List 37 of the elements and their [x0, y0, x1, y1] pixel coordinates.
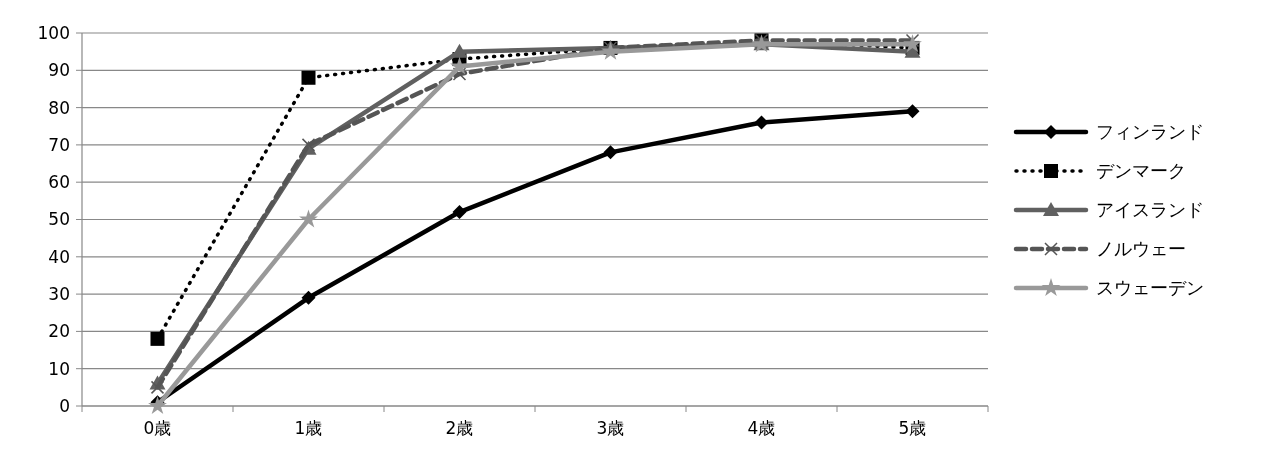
point — [603, 145, 618, 160]
y-tick-label: 70 — [48, 134, 70, 155]
legend-label: スウェーデン — [1096, 277, 1204, 299]
point — [450, 56, 469, 75]
y-tick-label: 50 — [48, 209, 70, 230]
y-tick-label: 20 — [48, 321, 70, 342]
legend-label: ノルウェー — [1096, 238, 1186, 260]
point — [601, 41, 620, 60]
point — [150, 380, 165, 395]
point — [452, 67, 467, 81]
point — [905, 33, 920, 48]
y-tick-label: 40 — [48, 246, 70, 267]
legend-label: アイスランド — [1096, 199, 1204, 221]
y-tick-label: 100 — [37, 22, 70, 43]
point — [301, 290, 316, 305]
point — [299, 209, 318, 228]
legend-label: フィンランド — [1096, 121, 1204, 143]
point — [903, 34, 922, 53]
y-tick-label: 30 — [48, 284, 70, 305]
x-tick-label: 0歳 — [143, 418, 172, 438]
x-tick-label: 1歳 — [294, 418, 323, 438]
point — [754, 115, 769, 130]
point — [905, 104, 920, 119]
x-tick-label: 2歳 — [445, 418, 474, 438]
point — [148, 396, 167, 415]
y-tick-label: 60 — [48, 172, 70, 193]
x-tick-label: 3歳 — [596, 418, 625, 438]
x-tick-label: 4歳 — [747, 418, 776, 438]
legend-label: デンマーク — [1096, 160, 1186, 182]
y-tick-label: 0 — [59, 395, 70, 416]
y-tick-label: 90 — [48, 60, 70, 81]
point — [150, 331, 165, 346]
y-tick-label: 10 — [48, 358, 70, 379]
point — [452, 205, 467, 220]
point — [301, 70, 316, 85]
y-tick-label: 80 — [48, 97, 70, 118]
x-tick-label: 5歳 — [898, 418, 927, 438]
